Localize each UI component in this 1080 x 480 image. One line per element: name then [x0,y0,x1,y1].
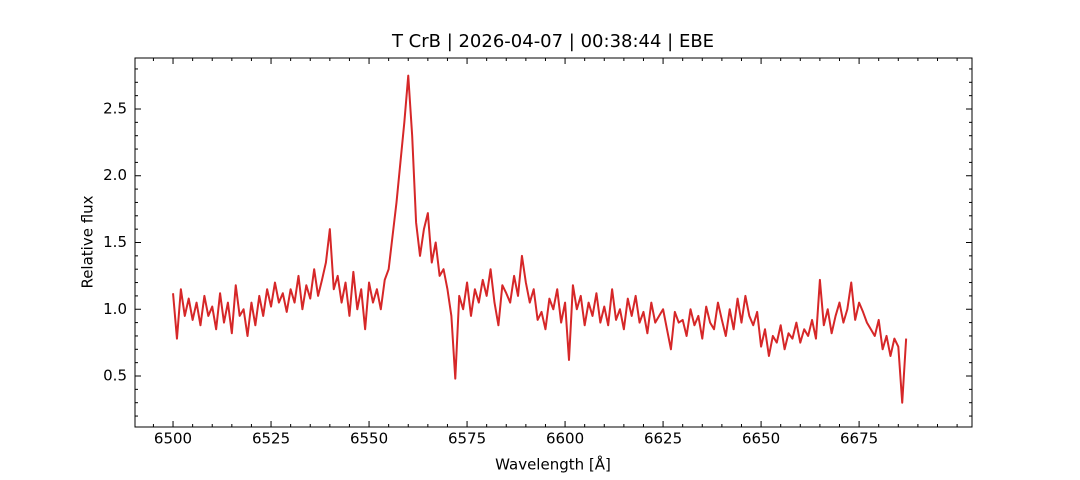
y-tick-label: 1.5 [103,233,127,251]
y-tick-label: 1.0 [103,300,127,318]
spectrum-line [172,74,908,404]
x-axis-label: Wavelength [Å] [495,455,611,474]
x-tick-label: 6525 [252,430,290,448]
x-tick-label: 6600 [546,430,584,448]
y-tick-label: 2.0 [103,166,127,184]
y-axis-label: Relative flux [79,195,97,288]
x-tick-label: 6675 [840,430,878,448]
x-tick-label: 6625 [644,430,682,448]
x-tick-label: 6550 [350,430,388,448]
y-tick-label: 2.5 [103,99,127,117]
chart-title: T CrB | 2026-04-07 | 00:38:44 | EBE [391,31,714,52]
x-tick-label: 6575 [448,430,486,448]
y-tick-label: 0.5 [103,367,127,385]
x-tick-label: 6500 [154,430,192,448]
plot-frame [134,57,973,428]
x-tick-label: 6650 [742,430,780,448]
